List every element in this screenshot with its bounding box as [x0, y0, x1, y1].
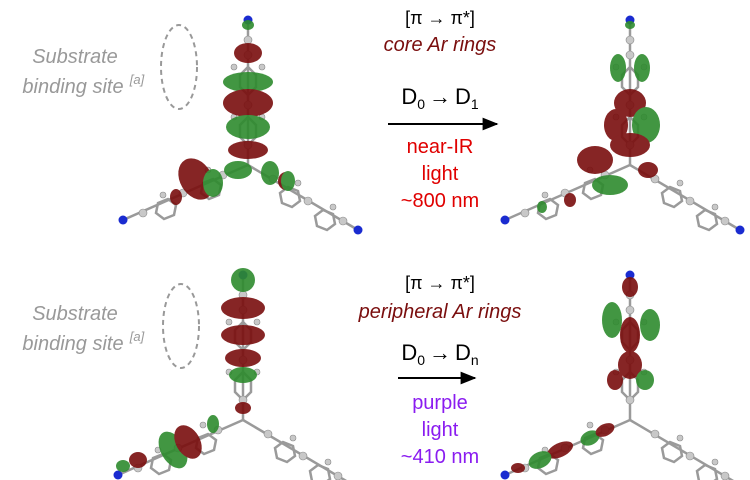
- subscript: 1: [471, 96, 479, 112]
- binding-site: [161, 25, 197, 109]
- binding-label: binding site: [22, 333, 123, 355]
- light-label: ~800 nm: [401, 190, 479, 212]
- state-change: D0→Dn: [401, 340, 478, 368]
- state-change: D0→D1: [401, 84, 479, 112]
- light-label: purple: [412, 392, 468, 414]
- state: D: [455, 84, 471, 109]
- molecule: [501, 271, 745, 480]
- arrow-symbol: →: [429, 84, 451, 109]
- subscript: 0: [417, 96, 425, 112]
- description: core Ar rings: [384, 34, 497, 56]
- substrate-label: Substrate: [32, 46, 118, 68]
- transition: [π → π*]: [405, 273, 475, 293]
- light-label: light: [422, 419, 459, 441]
- description: peripheral Ar rings: [358, 301, 522, 323]
- subscript: 0: [417, 352, 425, 368]
- note: [a]: [129, 72, 145, 87]
- transition: [π → π*]: [405, 8, 475, 28]
- note: [a]: [129, 329, 145, 344]
- molecule: [119, 16, 363, 235]
- molecule: [114, 268, 358, 480]
- substrate-label: Substrate: [32, 303, 118, 325]
- molecule: [501, 16, 745, 235]
- light-label: ~410 nm: [401, 446, 479, 468]
- state: D: [401, 340, 417, 365]
- state: D: [401, 84, 417, 109]
- state: D: [455, 340, 471, 365]
- figure: Substrate binding site [a] [π → π*] core…: [0, 0, 750, 480]
- light-label: light: [422, 163, 459, 185]
- binding-label: binding site: [22, 76, 123, 98]
- subscript: n: [471, 352, 479, 368]
- light-label: near-IR: [407, 136, 474, 158]
- arrow-symbol: →: [429, 340, 451, 365]
- binding-site: [163, 284, 199, 368]
